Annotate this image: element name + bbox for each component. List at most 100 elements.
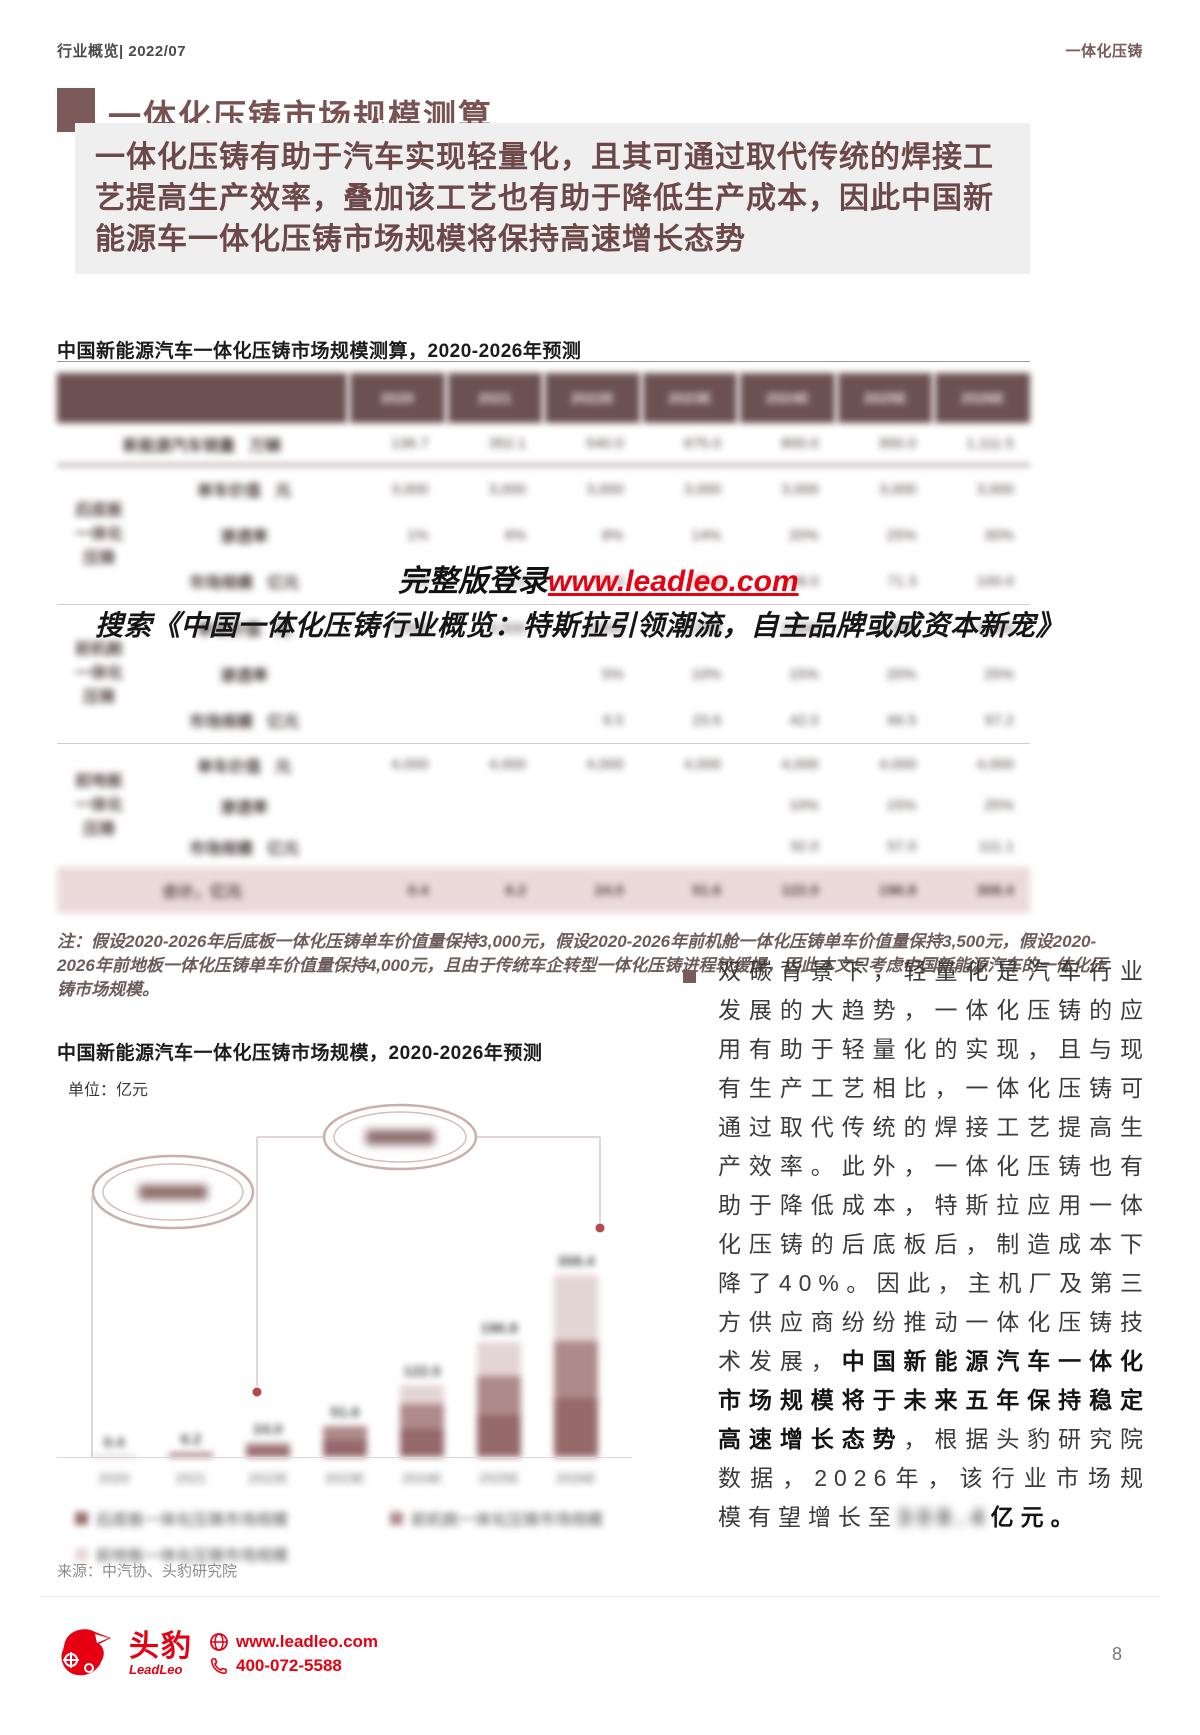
table-row: 单车价值元 4,000 4,000 4,000 4,000 4,000 4,000 4,000 xyxy=(141,744,1030,785)
brand-name-en: LeadLeo xyxy=(129,1661,183,1677)
table-cell: 3,000 xyxy=(683,480,722,498)
x-axis-tick-label: 2021 xyxy=(175,1470,207,1486)
row-unit: 元 xyxy=(275,483,292,500)
table-row: 市场规模 亿元 32.0 57.0 111.1 xyxy=(141,826,1030,867)
group-label-text: 前机舱一体化压铸 xyxy=(74,641,123,706)
globe-icon xyxy=(210,1633,228,1651)
watermark-line2: 搜索《中国一体化压铸行业概览：特斯拉引领潮流，自主品牌或成资本新宠》 xyxy=(95,610,1065,641)
table-cell: 3,500 xyxy=(391,619,429,637)
x-axis-line xyxy=(57,1457,632,1458)
table-cell: 8% xyxy=(602,526,624,544)
bar-segment xyxy=(246,1443,290,1449)
footer-website[interactable]: www.leadleo.com xyxy=(236,1632,379,1651)
chart-unit-label: 单位：亿元 xyxy=(68,1082,149,1099)
table-cell: 10% xyxy=(788,797,819,814)
table-header-row: 2020 2021 2022E 2023E 2024E 2025E 2026E xyxy=(57,373,1030,423)
year-header-cell: 2024E xyxy=(740,373,835,423)
legend-label: 前机舱一体化压铸市场规模 xyxy=(411,1512,604,1529)
table-group: 前地板一体化压铸 单车价值元 4,000 4,000 4,000 4,000 4,000 4,… xyxy=(57,744,1030,867)
watermark-line1: 完整版登录www.leadleo.com xyxy=(398,556,799,600)
year-header-cell: 2026E xyxy=(935,373,1030,423)
table-cell: 42.0 xyxy=(789,711,819,729)
table-group: 前机舱一体化压铸 单车价值元 3,500 3,500 3,500 3,500 3,500 3,… xyxy=(57,605,1030,744)
legend-item: 前地板一体化压铸市场规模 xyxy=(75,1542,288,1566)
table-row: 市场规模 亿元 0.4 6.2 13.0 28.4 48.0 71.3 100.0 xyxy=(141,558,1030,604)
bar-segment xyxy=(554,1341,598,1398)
footer-rule xyxy=(40,1596,1160,1597)
table-cell: 1,111.5 xyxy=(966,435,1014,452)
table-cell: 66.5 xyxy=(887,711,917,729)
chart-title: 中国新能源汽车一体化压铸市场规模，2020-2026年预测 xyxy=(57,1043,543,1064)
table-cell: 4,000 xyxy=(391,756,429,773)
legend-item: 后底板一体化压铸市场规模 xyxy=(75,1506,288,1530)
row-unit: 万辆 xyxy=(249,437,282,455)
table-cell: 3,500 xyxy=(878,619,917,637)
bar-value-label: 308.4 xyxy=(557,1253,595,1270)
brand-text: 头豹 LeadLeo xyxy=(129,1631,193,1677)
table-cell: 71.3 xyxy=(887,572,917,590)
table-cell: 3,000 xyxy=(391,480,429,498)
table-title: 中国新能源汽车一体化压铸市场规模测算，2020-2026年预测 xyxy=(57,341,582,362)
phone-icon xyxy=(210,1658,227,1675)
bar-segment xyxy=(323,1426,367,1440)
cagr-label-right: ████████ xyxy=(365,1130,435,1144)
footer-brand: 头豹 LeadLeo www.leadleo.com 400-072-5588 xyxy=(55,1622,378,1686)
redacted-market-size-value: 308.4 xyxy=(898,1504,991,1530)
table-row: 市场规模 亿元 9.5 23.6 42.0 66.5 97.2 xyxy=(141,697,1030,743)
table-cell: 20% xyxy=(788,526,819,544)
row-label: 单车价值元 xyxy=(196,622,292,639)
bar-value-label: 6.2 xyxy=(180,1431,202,1448)
table-cell: 9.5 xyxy=(602,711,624,729)
table-row-total: 合计，亿元 0.4 6.2 24.0 51.6 122.0 196.8 308.4 xyxy=(57,867,1030,913)
table-footnote: 注：假设2020-2026年后底板一体化压铸单车价值量保持3,000元，假设20… xyxy=(57,932,1107,999)
bar-segment xyxy=(400,1385,444,1404)
table-title-rule xyxy=(57,361,1030,362)
commentary-part2: ，根据头豹研究院数据，2026年，该行业市场规模有望增长至 xyxy=(718,1426,1151,1530)
table-cell: 51.6 xyxy=(692,881,722,899)
commentary-part3: 亿元。 xyxy=(990,1504,1081,1530)
table-cell: 13.0 xyxy=(594,572,624,590)
commentary-part1: 双碳背景下，轻量化是汽车行业发展的大趋势，一体化压铸的应用有助于轻量化的实现，且… xyxy=(718,958,1150,1374)
table-cell: 4,000 xyxy=(586,756,624,773)
page-number: 8 xyxy=(1112,1644,1123,1664)
group-rows: 单车价值元 4,000 4,000 4,000 4,000 4,000 4,000 4,000… xyxy=(141,744,1030,867)
year-header-cell: 2025E xyxy=(837,373,933,423)
row-unit: 亿元 xyxy=(267,840,300,858)
table-cell: 540.0 xyxy=(586,435,624,452)
legend-item: 前机舱一体化压铸市场规模 xyxy=(390,1506,603,1530)
watermark-link[interactable]: www.leadleo.com xyxy=(548,565,799,598)
x-axis-tick-label: 2022E xyxy=(247,1470,289,1486)
row-label: 市场规模 亿元 xyxy=(188,575,300,592)
commentary-paragraph: 双碳背景下，轻量化是汽车行业发展的大趋势，一体化压铸的应用有助于轻量化的实现，且… xyxy=(718,952,1150,1537)
row-label: 市场规模 亿元 xyxy=(188,714,300,731)
table-row-sales: 新能源汽车销量 万辆 136.7 352.1 540.0 675.0 800.0 950.0 1… xyxy=(57,423,1030,466)
table-row: 单车价值元 3,500 3,500 3,500 3,500 3,500 3,500 3,500 xyxy=(141,605,1030,651)
row-unit: 元 xyxy=(275,622,292,639)
x-axis-tick-label: 2024E xyxy=(401,1470,443,1486)
bar-segment xyxy=(400,1429,444,1457)
table-cell: 950.0 xyxy=(878,435,917,452)
market-sizing-table: 2020 2021 2022E 2023E 2024E 2025E 2026E 新能源汽车销量… xyxy=(57,373,1030,913)
table-cell: 3,000 xyxy=(586,480,624,498)
bar-value-label: 196.8 xyxy=(480,1320,518,1337)
bar-segment xyxy=(477,1342,521,1376)
bar-segment xyxy=(400,1404,444,1429)
table-cell: 0.4 xyxy=(407,881,429,899)
website-line: www.leadleo.com xyxy=(209,1632,378,1652)
table-cell: 3,500 xyxy=(781,619,819,637)
x-axis-tick-label: 2020 xyxy=(98,1470,130,1486)
legend-label: 前地板一体化压铸市场规模 xyxy=(96,1548,289,1565)
table-cell: 3,000 xyxy=(781,480,819,498)
header-left-meta: 行业概览| 2022/07 xyxy=(57,43,187,60)
table-cell: 4,000 xyxy=(781,756,819,773)
table-cell: 6% xyxy=(504,526,527,544)
group-label: 前地板一体化压铸 xyxy=(57,744,141,867)
year-header-cell: 2023E xyxy=(642,373,738,423)
watermark-prefix: 完整版登录 xyxy=(398,565,548,598)
table-cell: 308.4 xyxy=(976,881,1014,899)
range-end-marker xyxy=(252,1387,262,1397)
total-label: 合计，亿元 xyxy=(161,884,242,901)
table-row: 渗透率 5% 10% 15% 20% 25% xyxy=(141,651,1030,697)
group-rows: 单车价值元 3,000 3,000 3,000 3,000 3,000 3,000 3,000… xyxy=(141,466,1030,604)
